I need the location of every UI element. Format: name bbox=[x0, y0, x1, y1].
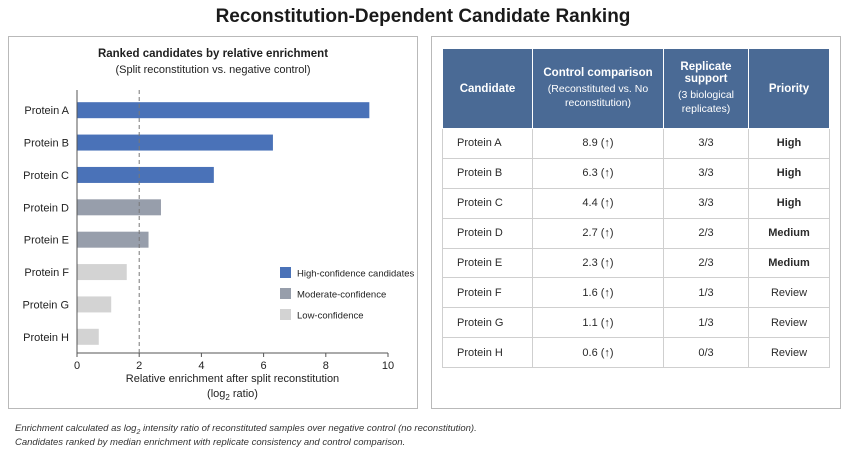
legend-label: High-confidence candidates bbox=[297, 269, 414, 280]
x-tick-label: 4 bbox=[198, 360, 204, 372]
category-label: Protein A bbox=[24, 105, 69, 117]
legend-label: Moderate-confidence bbox=[297, 290, 386, 301]
cell-candidate: Protein D bbox=[442, 217, 533, 249]
cell-candidate: Protein F bbox=[442, 277, 533, 309]
category-label: Protein E bbox=[24, 235, 69, 247]
category-label: Protein C bbox=[23, 170, 69, 182]
cell-replicate-support: 1/3 bbox=[663, 307, 749, 339]
cell-priority: High bbox=[748, 157, 830, 189]
cell-replicate-support: 2/3 bbox=[663, 247, 749, 279]
chart-panel: Ranked candidates by relative enrichment… bbox=[8, 36, 418, 409]
x-tick-label: 0 bbox=[74, 360, 80, 372]
cell-replicate-support: 3/3 bbox=[663, 187, 749, 219]
x-tick-label: 8 bbox=[323, 360, 329, 372]
cell-replicate-support: 0/3 bbox=[663, 337, 749, 369]
cell-control-comparison: 1.1 (↑) bbox=[532, 307, 664, 339]
header-replicate-support: Replicate support (3 biological replicate… bbox=[663, 48, 749, 129]
cell-control-comparison: 0.6 (↑) bbox=[532, 337, 664, 369]
footnote-ranking: Candidates ranked by median enrichment w… bbox=[15, 437, 406, 448]
cell-control-comparison: 2.7 (↑) bbox=[532, 217, 664, 249]
legend: High-confidence candidates Moderate-confi… bbox=[280, 267, 414, 322]
cell-priority: Medium bbox=[748, 247, 830, 279]
header-candidate: Candidate bbox=[442, 48, 533, 129]
cell-candidate: Protein B bbox=[442, 157, 533, 189]
header-control-comparison: Control comparison (Reconstituted vs. No … bbox=[532, 48, 664, 129]
bar bbox=[77, 134, 273, 151]
bars-layer bbox=[77, 102, 370, 345]
bar bbox=[77, 264, 127, 281]
bar bbox=[77, 102, 370, 119]
category-label: Protein D bbox=[23, 202, 69, 214]
cell-candidate: Protein A bbox=[442, 128, 533, 159]
cell-candidate: Protein H bbox=[442, 337, 533, 369]
page-title: Reconstitution-Dependent Candidate Ranki… bbox=[215, 6, 631, 27]
table-row: Protein C 4.4 (↑) 3/3 High bbox=[442, 187, 830, 219]
cell-candidate: Protein E bbox=[442, 247, 533, 279]
bar bbox=[77, 166, 214, 183]
bar bbox=[77, 296, 112, 313]
chart-title: Ranked candidates by relative enrichment bbox=[97, 48, 329, 60]
table-row: Protein G 1.1 (↑) 1/3 Review bbox=[442, 307, 830, 339]
category-label: Protein F bbox=[24, 267, 69, 279]
cell-control-comparison: 1.6 (↑) bbox=[532, 277, 664, 309]
table-body: Protein A 8.9 (↑) 3/3 High Protein B 6.3 (↑) 3… bbox=[442, 128, 830, 369]
cell-replicate-support: 3/3 bbox=[663, 128, 749, 159]
bar bbox=[77, 328, 99, 345]
x-tick-label: 10 bbox=[382, 360, 394, 372]
legend-swatch bbox=[280, 288, 291, 299]
legend-swatch bbox=[280, 267, 291, 278]
cell-priority: Review bbox=[748, 277, 830, 309]
cell-control-comparison: 2.3 (↑) bbox=[532, 247, 664, 279]
table-header-row: Candidate Control comparison (Reconstitut… bbox=[442, 48, 830, 129]
table-row: Protein D 2.7 (↑) 2/3 Medium bbox=[442, 217, 830, 249]
cell-replicate-support: 2/3 bbox=[663, 217, 749, 249]
cell-priority: Review bbox=[748, 337, 830, 369]
bar bbox=[77, 231, 149, 248]
cell-replicate-support: 3/3 bbox=[663, 157, 749, 189]
cell-control-comparison: 6.3 (↑) bbox=[532, 157, 664, 189]
ranking-table: Candidate Control comparison (Reconstitut… bbox=[442, 48, 830, 369]
x-tick-label: 6 bbox=[261, 360, 267, 372]
category-labels: Protein A Protein B Protein C Protein D Prot… bbox=[23, 105, 70, 344]
category-label: Protein H bbox=[23, 332, 69, 344]
x-axis-label: Relative enrichment after split reconsti… bbox=[126, 373, 339, 385]
footnote-enrichment: Enrichment calculated as log2 intensity … bbox=[15, 423, 477, 436]
legend-swatch bbox=[280, 309, 291, 320]
table-row: Protein A 8.9 (↑) 3/3 High bbox=[442, 128, 830, 159]
cell-priority: High bbox=[748, 187, 830, 219]
table-row: Protein B 6.3 (↑) 3/3 High bbox=[442, 157, 830, 189]
cell-priority: High bbox=[748, 128, 830, 159]
cell-candidate: Protein G bbox=[442, 307, 533, 339]
x-tick-label: 2 bbox=[136, 360, 142, 372]
header-priority: Priority bbox=[748, 48, 830, 129]
x-ticks: 0 2 4 6 8 10 bbox=[74, 353, 394, 372]
chart-subtitle: (Split reconstitution vs. negative contr… bbox=[115, 64, 311, 76]
cell-control-comparison: 8.9 (↑) bbox=[532, 128, 664, 159]
table-row: Protein F 1.6 (↑) 1/3 Review bbox=[442, 277, 830, 309]
table-panel: Candidate Control comparison (Reconstitut… bbox=[431, 36, 841, 409]
cell-control-comparison: 4.4 (↑) bbox=[532, 187, 664, 219]
table-row: Protein E 2.3 (↑) 2/3 Medium bbox=[442, 247, 830, 279]
bar bbox=[77, 199, 161, 216]
legend-label: Low-confidence bbox=[297, 311, 364, 322]
cell-priority: Review bbox=[748, 307, 830, 339]
table-row: Protein H 0.6 (↑) 0/3 Review bbox=[442, 337, 830, 369]
cell-priority: Medium bbox=[748, 217, 830, 249]
x-axis-unit-label: (log2 ratio) bbox=[207, 388, 258, 402]
category-label: Protein G bbox=[23, 299, 69, 311]
category-label: Protein B bbox=[24, 138, 69, 150]
cell-candidate: Protein C bbox=[442, 187, 533, 219]
cell-replicate-support: 1/3 bbox=[663, 277, 749, 309]
